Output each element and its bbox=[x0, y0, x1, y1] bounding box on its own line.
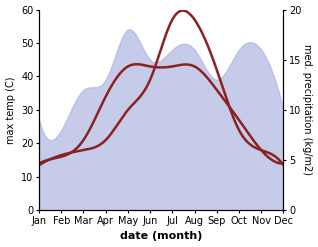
Y-axis label: max temp (C): max temp (C) bbox=[5, 76, 16, 144]
Y-axis label: med. precipitation (kg/m2): med. precipitation (kg/m2) bbox=[302, 44, 313, 175]
X-axis label: date (month): date (month) bbox=[120, 231, 203, 242]
